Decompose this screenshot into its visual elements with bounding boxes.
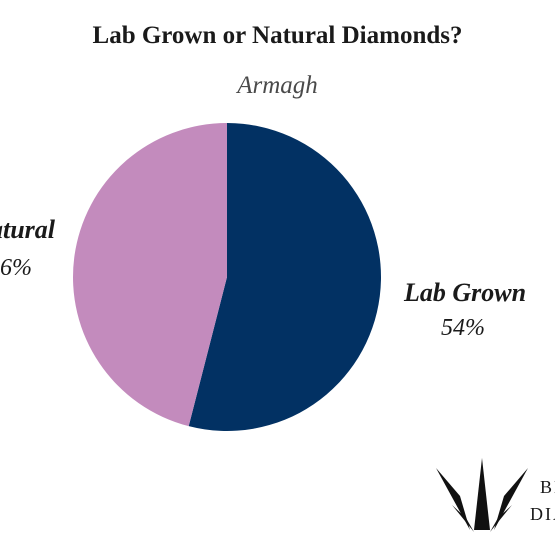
chart-title: Lab Grown or Natural Diamonds? bbox=[92, 22, 463, 49]
pie-slice-natural bbox=[73, 123, 227, 427]
slice-label-natural: Natural bbox=[0, 215, 56, 244]
pie-slice-lab-grown bbox=[188, 123, 381, 432]
pie-slices bbox=[73, 123, 381, 432]
slice-label-lab-grown: Lab Grown bbox=[403, 278, 526, 307]
crown-spikes-icon bbox=[436, 458, 528, 532]
slice-value-natural: 46% bbox=[0, 255, 32, 281]
brand-text-line1: BE bbox=[540, 477, 555, 497]
brand-logo: BE DIA bbox=[436, 458, 555, 532]
slice-value-lab-grown: 54% bbox=[441, 315, 485, 341]
chart-subtitle: Armagh bbox=[237, 72, 318, 99]
brand-text-line2: DIA bbox=[530, 504, 555, 524]
